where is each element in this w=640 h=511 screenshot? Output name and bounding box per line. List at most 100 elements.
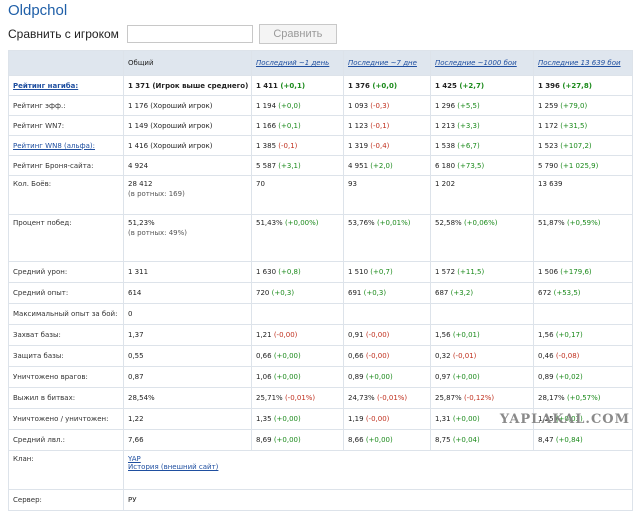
table-cell: 51,43% (+0,00%) [251, 214, 344, 262]
table-cell: 1 538 (+6,7) [430, 135, 534, 156]
server-value: РУ [123, 489, 633, 511]
clan-name-link[interactable]: YAP [128, 455, 141, 463]
table-cell: 0,66 (-0,00) [343, 345, 431, 367]
table-cell: 70 [251, 175, 344, 215]
rating-nagib-link[interactable]: Рейтинг нагиба: [8, 75, 124, 96]
table-cell: 28,17% (+0,57%) [533, 387, 633, 409]
watermark-logo: YAPLAKAL.COM [499, 412, 630, 427]
table-cell: 1 213 (+3,3) [430, 115, 534, 136]
row-label: Выжил в битвах: [8, 387, 124, 409]
row-label: Средний лвл.: [8, 429, 124, 451]
table-cell: 51,23% (в ротных: 49%) [123, 214, 252, 262]
table-cell: 672 (+53,5) [533, 282, 633, 304]
header-empty [8, 50, 124, 76]
table-cell: 4 951 (+2,0) [343, 155, 431, 176]
table-cell: 51,87% (+0,59%) [533, 214, 633, 262]
table-cell: 1 510 (+0,7) [343, 261, 431, 283]
compare-button[interactable]: Сравнить [258, 24, 337, 44]
table-cell: 1,21 (-0,00) [251, 324, 344, 346]
table-row: Защита базы: 0,55 0,66 (+0,00) 0,66 (-0,… [8, 345, 633, 367]
table-cell: 1 523 (+107,2) [533, 135, 633, 156]
table-cell: 687 (+3,2) [430, 282, 534, 304]
table-cell: 6 180 (+73,5) [430, 155, 534, 176]
table-cell: 1 371 (Игрок выше среднего) [123, 75, 252, 96]
table-row: Рейтинг Броня-сайта: 4 924 5 587 (+3,1) … [8, 155, 633, 176]
row-label: Максимальный опыт за бой: [8, 303, 124, 325]
table-cell: 1 630 (+0,8) [251, 261, 344, 283]
stats-table: Общий Последний ~1 день Последние ~7 дне… [8, 50, 633, 511]
table-cell: 614 [123, 282, 252, 304]
table-row: Рейтинг эфф.: 1 176 (Хороший игрок) 1 19… [8, 95, 633, 116]
compare-label: Сравнить с игроком [8, 27, 119, 41]
row-label: Средний опыт: [8, 282, 124, 304]
header-last-day-link[interactable]: Последний ~1 день [256, 59, 330, 67]
table-cell: 52,58% (+0,06%) [430, 214, 534, 262]
table-cell: 0,66 (+0,00) [251, 345, 344, 367]
table-cell: 7,66 [123, 429, 252, 451]
table-cell: 28 412 (в ротных: 169) [123, 175, 252, 215]
table-row: Рейтинг WN7: 1 149 (Хороший игрок) 1 166… [8, 115, 633, 136]
table-cell [430, 303, 534, 325]
table-cell: 1,19 (-0,00) [343, 408, 431, 430]
header-total: Общий [123, 50, 252, 76]
player-name-title: Oldpchol [8, 2, 68, 19]
table-cell: 1,22 [123, 408, 252, 430]
table-row: Рейтинг нагиба: 1 371 (Игрок выше средне… [8, 75, 633, 96]
table-cell: 1 385 (-0,1) [251, 135, 344, 156]
row-label: Средний урон: [8, 261, 124, 283]
table-cell: 0,97 (+0,00) [430, 366, 534, 388]
table-cell: 1 416 (Хороший игрок) [123, 135, 252, 156]
table-cell: 1 259 (+79,0) [533, 95, 633, 116]
header-last-week-link[interactable]: Последние ~7 дне [348, 59, 417, 67]
table-cell: 691 (+0,3) [343, 282, 431, 304]
table-cell [251, 303, 344, 325]
row-label: Процент побед: [8, 214, 124, 262]
row-label: Уничтожено / уничтожен: [8, 408, 124, 430]
table-cell [343, 303, 431, 325]
table-cell: 1 425 (+2,7) [430, 75, 534, 96]
table-cell: 8,69 (+0,00) [251, 429, 344, 451]
table-cell: 1 376 (+0,0) [343, 75, 431, 96]
table-cell: 720 (+0,3) [251, 282, 344, 304]
table-cell: 1 176 (Хороший игрок) [123, 95, 252, 116]
table-cell: 13 639 [533, 175, 633, 215]
header-last-all-link[interactable]: Последние 13 639 бои [538, 59, 621, 67]
table-row: Выжил в битвах: 28,54% 25,71% (-0,01%) 2… [8, 387, 633, 409]
table-cell: 1 396 (+27,8) [533, 75, 633, 96]
row-label: Защита базы: [8, 345, 124, 367]
compare-player-input[interactable] [126, 25, 253, 43]
header-last-1000-link[interactable]: Последние ~1000 бои [435, 59, 517, 67]
table-cell: 1 319 (-0,4) [343, 135, 431, 156]
table-row: Максимальный опыт за бой: 0 [8, 303, 633, 325]
table-cell: 0,91 (-0,00) [343, 324, 431, 346]
table-cell: 1,35 (+0,00) [251, 408, 344, 430]
table-cell: 93 [343, 175, 431, 215]
table-row: Кол. Боёв: 28 412 (в ротных: 169) 70 93 1… [8, 175, 633, 215]
table-cell: 1 296 (+5,5) [430, 95, 534, 116]
table-cell: 1,06 (+0,00) [251, 366, 344, 388]
table-cell: 0,89 (+0,02) [533, 366, 633, 388]
table-cell: 8,66 (+0,00) [343, 429, 431, 451]
table-cell: 8,47 (+0,84) [533, 429, 633, 451]
row-label: Кол. Боёв: [8, 175, 124, 215]
table-cell [533, 303, 633, 325]
table-cell: 28,54% [123, 387, 252, 409]
table-cell: 25,87% (-0,12%) [430, 387, 534, 409]
row-label: Уничтожено врагов: [8, 366, 124, 388]
table-cell: 4 924 [123, 155, 252, 176]
table-row: Средний урон: 1 311 1 630 (+0,8) 1 510 (… [8, 261, 633, 283]
table-cell: 1 506 (+179,6) [533, 261, 633, 283]
table-cell: 1 572 (+11,5) [430, 261, 534, 283]
table-cell: 1,25 (+0,03) [533, 408, 633, 430]
compare-bar: Сравнить с игроком Сравнить [8, 24, 337, 44]
table-cell: 1 123 (-0,1) [343, 115, 431, 136]
rating-wn8-link[interactable]: Рейтинг WN8 (альфа): [8, 135, 124, 156]
table-row: Клан: YAP История (внешний сайт) [8, 450, 633, 490]
table-cell: 24,73% (-0,01%) [343, 387, 431, 409]
row-label: Сервер: [8, 489, 124, 511]
row-label: Рейтинг Броня-сайта: [8, 155, 124, 176]
clan-history-link[interactable]: История (внешний сайт) [128, 463, 219, 471]
header-row: Общий Последний ~1 день Последние ~7 дне… [8, 50, 633, 76]
table-cell: 0,87 [123, 366, 252, 388]
table-cell: 25,71% (-0,01%) [251, 387, 344, 409]
